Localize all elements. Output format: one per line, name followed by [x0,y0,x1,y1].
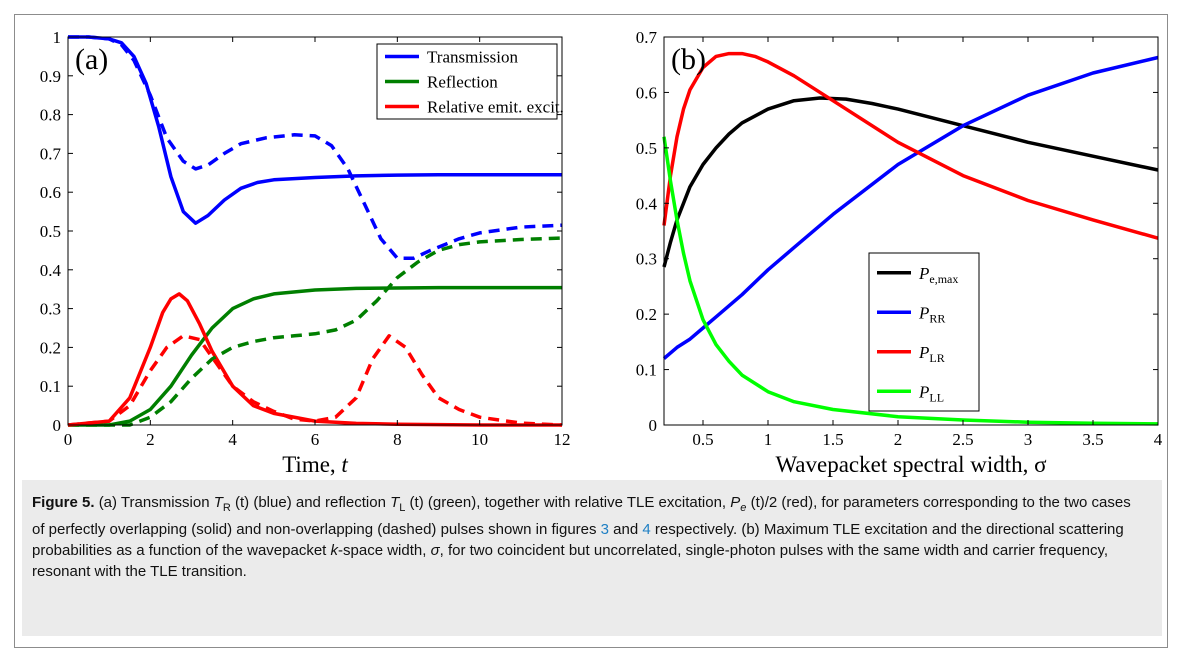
y-tick-label: 0.4 [636,194,658,213]
x-axis-label: Time, t [282,452,348,477]
caption-fragment: σ [430,542,440,559]
y-tick-label: 0 [649,416,658,435]
x-tick-label: 0 [64,430,73,449]
x-axis-label: Wavepacket spectral width, σ [775,452,1047,477]
y-tick-label: 0.5 [40,222,61,241]
caption-label: Figure 5. [32,494,95,511]
series-line-reflection [68,285,562,427]
series-line-p-e-max [662,96,1159,268]
x-tick-label: 1 [764,430,773,449]
x-tick-label: 2 [894,430,903,449]
x-tick-label: 4 [1154,430,1163,449]
x-tick-label: 2.5 [952,430,973,449]
y-tick-label: 0.6 [636,83,657,102]
y-tick-label: 0.1 [636,361,657,380]
y-tick-label: 0.4 [40,261,62,280]
y-tick-label: 0.1 [40,377,61,396]
chart-panel-a: 0 2 4 6 8 10 12 0 0.1 0.2 0.3 0.4 0.5 0.6 0.7 0.8 0.9 1 (a… [40,28,571,477]
caption-fragment: -space width, [338,542,431,559]
caption-fragment: e [740,502,747,514]
series-line-reflection [68,236,563,427]
panel-label: (b) [671,43,706,76]
x-tick-label: 3 [1024,430,1033,449]
legend-entry: PLL [918,382,944,404]
caption-fragment: respectively. (b) Maximum TLE excitation… [32,521,1124,559]
caption-fragment: P [730,494,741,511]
y-tick-label: 0.3 [636,250,657,269]
caption-fragment: (t) (blue) and reflection [230,494,391,511]
axes-box [663,36,1159,426]
caption-text: (a) Transmission TR (t) (blue) and refle… [32,494,1131,580]
caption-fragment: , for two coincident but uncorrelated, s… [32,542,1109,580]
series-line-p-rr [662,55,1159,360]
x-tick-label: 4 [228,430,237,449]
legend-entry: Reflection [427,73,498,92]
panel-label: (a) [75,43,108,76]
series-line-p-ll [662,136,1159,426]
caption-figure-ref[interactable]: 4 [642,521,651,538]
caption-fragment: (t)/2 (red), for parameters correspondin… [32,494,1131,538]
series-line-p-lr [662,51,1159,240]
y-tick-label: 0.7 [40,144,62,163]
x-tick-label: 3.5 [1082,430,1103,449]
y-tick-label: 0.3 [40,300,61,319]
x-tick-label: 8 [393,430,402,449]
y-tick-label: 0.9 [40,67,61,86]
legend-entry: Pe,max [918,264,958,286]
y-tick-label: 0.8 [40,106,61,125]
y-tick-label: 1 [53,28,62,47]
figure-plots: 0 2 4 6 8 10 1200.10.20.30.40.50.60.70.80.91(a… [40,28,1163,477]
legend-entry: PRR [918,303,945,325]
legend: Transmission Reflection Relative emit. exc… [376,43,564,120]
y-tick-label: 0.6 [40,183,61,202]
y-tick-label: 0.5 [636,139,657,158]
x-tick-label: 12 [554,430,571,449]
legend-entry: Transmission [427,48,519,67]
caption-box: Figure 5. (a) Transmission TR (t) (blue)… [22,480,1162,636]
chart-panel-b: 0.5 1 1.5 2 2.5 3 3.5 4 0 0.1 0.2 0.3 0.4 0.5 0.6 0.7 (b… [636,28,1163,477]
x-tick-label: 1.5 [822,430,843,449]
caption-fragment: k [330,542,339,559]
series-line-relative-emit-excit- [67,334,563,427]
caption-figure-ref[interactable]: 3 [600,521,610,538]
x-tick-label: 6 [311,430,320,449]
x-tick-label: 2 [146,430,155,449]
legend-box [868,252,980,412]
series-line-transmission [68,35,563,260]
series-line-transmission [68,35,562,225]
legend-entry: Relative emit. excit. [427,98,564,117]
caption-fragment: (a) Transmission [98,494,214,511]
series-line-relative-emit-excit- [67,292,562,427]
caption-fragment: and [609,521,643,538]
legend: Pe,max PRR PLR PLL [868,252,980,412]
x-tick-label: 10 [471,430,488,449]
legend-entry: PLR [918,343,945,365]
y-tick-label: 0.2 [40,338,61,357]
y-tick-label: 0.2 [636,305,657,324]
caption-fragment: L [399,502,406,514]
caption-fragment: (t) (green), together with relative TLE … [405,494,731,511]
figure-caption: Figure 5. (a) Transmission TR (t) (blue)… [32,492,1147,582]
caption-fragment: T [213,494,223,511]
x-tick-label: 0.5 [692,430,713,449]
caption-fragment: T [390,494,400,511]
caption-fragment: R [222,502,231,514]
y-tick-label: 0 [53,416,62,435]
y-tick-label: 0.7 [636,28,658,47]
